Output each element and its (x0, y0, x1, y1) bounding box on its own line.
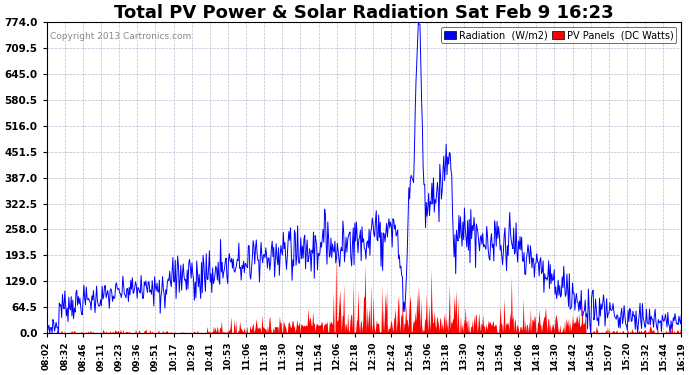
Text: Copyright 2013 Cartronics.com: Copyright 2013 Cartronics.com (50, 32, 191, 40)
Title: Total PV Power & Solar Radiation Sat Feb 9 16:23: Total PV Power & Solar Radiation Sat Feb… (114, 4, 614, 22)
Legend: Radiation  (W/m2), PV Panels  (DC Watts): Radiation (W/m2), PV Panels (DC Watts) (441, 27, 676, 43)
